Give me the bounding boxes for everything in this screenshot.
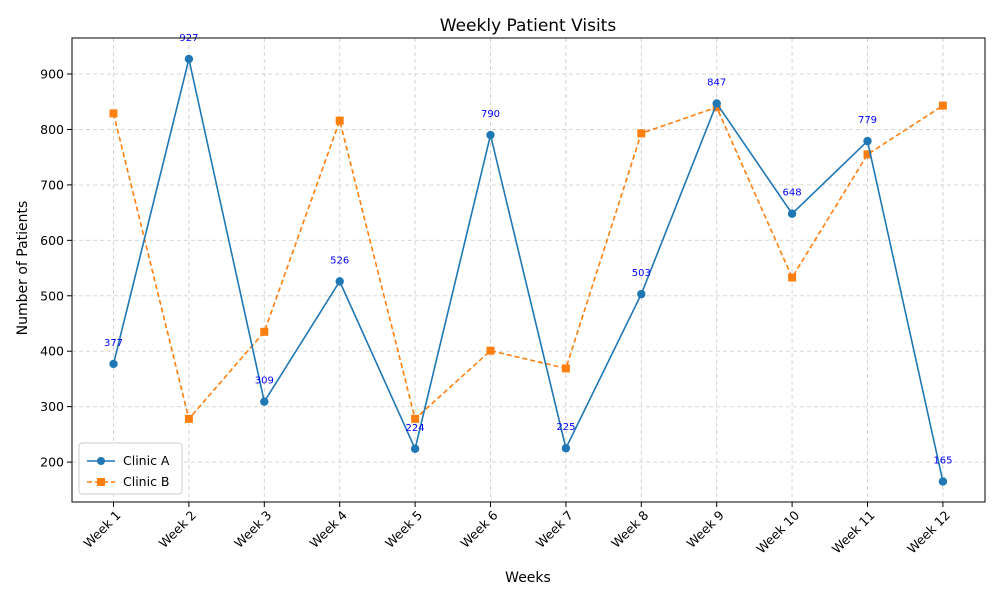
data-point-clinic-a: [938, 477, 948, 486]
data-point-clinic-a: [637, 289, 646, 299]
data-point-clinic-a: [561, 444, 571, 453]
data-point-clinic-a: [787, 209, 797, 218]
data-point-clinic-b: [411, 414, 420, 423]
data-label-clinic-a: 847: [707, 77, 726, 88]
data-point-clinic-a: [184, 54, 194, 64]
data-point-clinic-b: [938, 101, 947, 110]
legend-label-clinic-a: Clinic A: [123, 453, 170, 468]
x-tick-label: Week 5: [382, 508, 425, 551]
series-layer: [109, 54, 948, 486]
plot-frame: [71, 37, 986, 503]
x-tick-label: Week 7: [533, 508, 576, 551]
grid: [72, 38, 985, 502]
y-tick-label: 300: [40, 399, 64, 414]
data-label-clinic-a: 526: [330, 255, 349, 266]
y-axis-ticks: 200 300 400 500 600 700 800 900: [40, 67, 72, 470]
data-label-clinic-a: 790: [481, 109, 500, 120]
y-tick-label: 700: [40, 177, 64, 192]
data-point-clinic-a: [863, 136, 872, 146]
x-axis-ticks: Week 1 Week 2 Week 3 Week 4 Week 5 Week 6 Week…: [80, 502, 953, 556]
data-point-clinic-a: [486, 130, 495, 140]
series-line-clinic-a: [112, 58, 944, 482]
data-label-clinic-a: 503: [632, 268, 651, 279]
x-tick-label: Week 1: [80, 508, 123, 551]
data-point-clinic-b: [863, 150, 872, 159]
series-line-clinic-b: [112, 104, 944, 421]
chart-title: Weekly Patient Visits: [440, 16, 617, 36]
data-label-clinic-a: 224: [406, 423, 425, 434]
data-point-clinic-b: [788, 273, 797, 282]
data-point-clinic-a: [410, 444, 420, 453]
data-point-clinic-b: [184, 414, 193, 423]
y-axis-label: Number of Patients: [15, 201, 31, 336]
x-tick-label: Week 4: [307, 507, 350, 550]
data-label-clinic-a: 927: [179, 33, 198, 44]
x-tick-label: Week 2: [156, 508, 199, 551]
legend-marker-clinic-b: [97, 478, 105, 486]
data-label-clinic-a: 165: [933, 455, 952, 466]
y-tick-label: 400: [40, 344, 64, 359]
data-point-clinic-b: [637, 129, 646, 138]
data-point-clinic-a: [712, 99, 721, 108]
x-axis-label: Weeks: [505, 570, 551, 586]
legend: Clinic A Clinic B: [78, 442, 183, 495]
x-tick-label: Week 9: [684, 507, 727, 550]
data-label-clinic-a: 225: [556, 422, 575, 433]
data-point-clinic-b: [335, 116, 344, 125]
y-tick-label: 900: [40, 67, 64, 82]
legend-marker-clinic-a: [97, 457, 105, 465]
y-tick-label: 800: [40, 122, 64, 137]
x-tick-label: Week 12: [904, 508, 953, 557]
data-point-clinic-b: [561, 364, 570, 373]
x-tick-label: Week 6: [457, 507, 500, 550]
data-label-clinic-a: 377: [104, 338, 123, 349]
y-tick-label: 200: [40, 455, 64, 470]
data-label-clinic-a: 309: [255, 376, 274, 387]
data-point-clinic-a: [335, 277, 344, 286]
x-tick-label: Week 10: [753, 507, 802, 556]
data-label-clinic-a: 779: [858, 115, 877, 126]
x-tick-label: Week 11: [829, 508, 878, 557]
x-tick-label: Week 3: [231, 508, 274, 551]
data-point-clinic-b: [109, 109, 118, 118]
data-labels: 377 927 309 526 224 790 225 503 847 648 779 165: [104, 33, 952, 466]
legend-label-clinic-b: Clinic B: [123, 474, 170, 489]
data-point-clinic-b: [486, 346, 495, 355]
data-point-clinic-a: [260, 397, 269, 406]
y-tick-label: 600: [40, 233, 64, 248]
y-tick-label: 500: [40, 288, 64, 303]
data-point-clinic-a: [109, 359, 118, 369]
data-label-clinic-a: 648: [783, 188, 802, 199]
x-tick-label: Week 8: [608, 507, 651, 550]
data-point-clinic-b: [260, 327, 269, 336]
